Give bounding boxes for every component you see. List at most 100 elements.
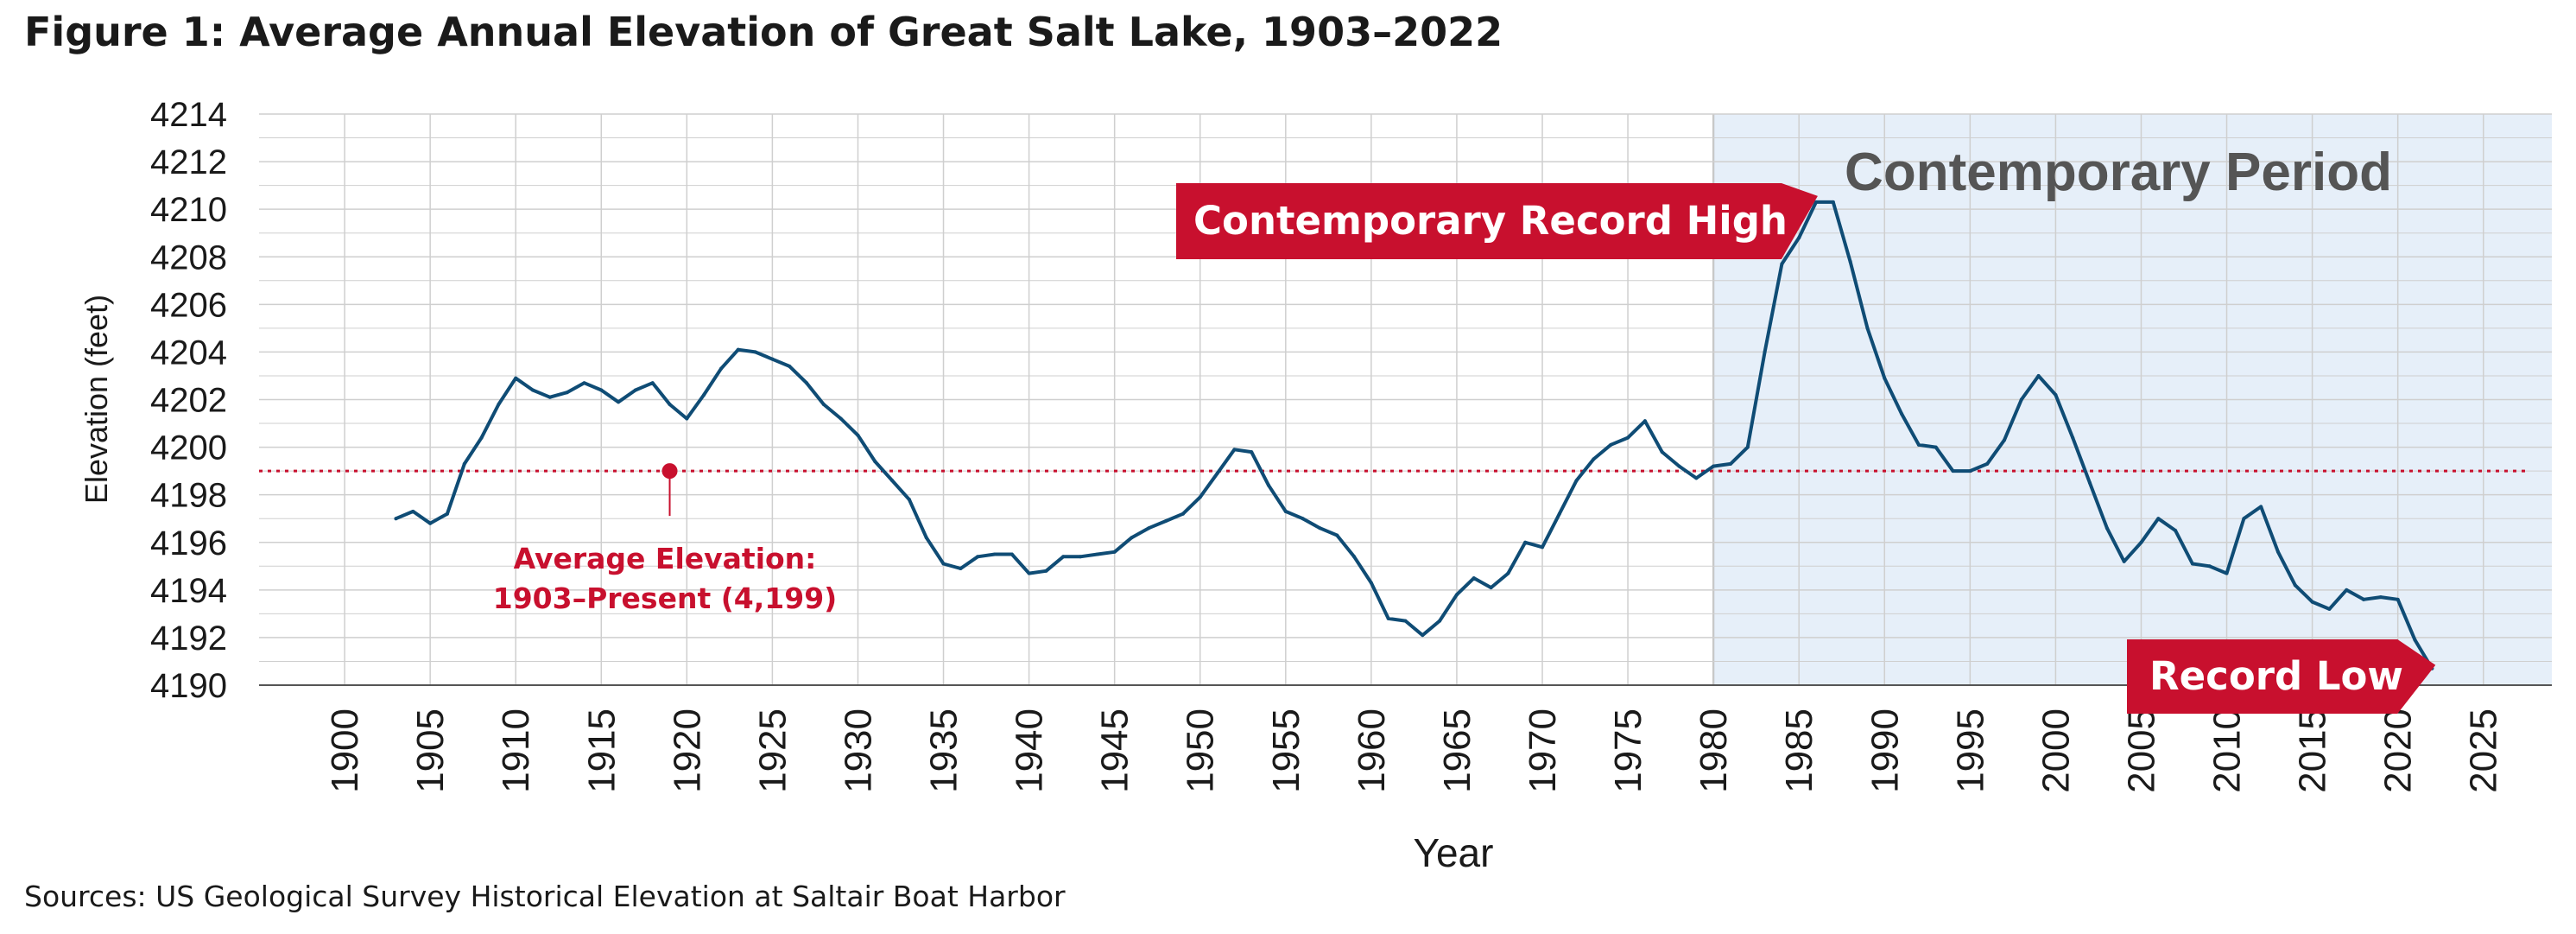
source-note: Sources: US Geological Survey Historical… [24, 880, 1066, 913]
data-point-1963 [1421, 633, 1425, 638]
data-point-1994 [1951, 469, 1955, 473]
data-point-2001 [2071, 435, 2075, 440]
data-point-1980 [1712, 464, 1716, 468]
y-tick-label: 4206 [150, 286, 227, 324]
data-point-1912 [547, 395, 552, 399]
data-point-1966 [1472, 576, 1476, 581]
data-point-2000 [2054, 392, 2058, 397]
x-axis-label: Year [1414, 830, 1494, 875]
data-point-1920 [685, 416, 689, 421]
data-point-1979 [1694, 476, 1699, 480]
y-tick-label: 4204 [150, 334, 227, 372]
data-point-2012 [2259, 505, 2263, 509]
data-point-1997 [2002, 438, 2006, 442]
x-tick-label: 2000 [2035, 708, 2077, 793]
x-tick-label: 1925 [751, 708, 794, 793]
data-point-2010 [2225, 571, 2229, 575]
data-point-1964 [1438, 619, 1442, 623]
elevation-data-points [394, 200, 2434, 670]
x-tick-label: 1955 [1265, 708, 1307, 793]
data-point-1917 [633, 388, 637, 392]
data-point-1957 [1318, 526, 1322, 531]
data-point-2019 [2378, 595, 2383, 600]
data-point-1933 [907, 498, 911, 502]
data-point-1969 [1523, 540, 1528, 544]
y-tick-label: 4198 [150, 477, 227, 515]
data-point-1958 [1335, 533, 1339, 537]
data-point-1926 [788, 364, 792, 368]
data-point-2021 [2413, 638, 2417, 642]
x-tick-label: 2005 [2120, 708, 2162, 793]
data-point-1908 [479, 435, 484, 440]
data-point-1954 [1266, 483, 1270, 487]
x-tick-label: 1995 [1949, 708, 1991, 793]
y-tick-label: 4208 [150, 238, 227, 276]
x-tick-label: 1900 [324, 708, 366, 793]
data-point-1971 [1557, 511, 1561, 516]
data-point-1931 [873, 460, 877, 464]
data-point-1946 [1130, 536, 1134, 540]
x-tick-label: 2015 [2292, 708, 2334, 793]
data-point-1932 [890, 479, 895, 483]
data-point-1978 [1677, 464, 1681, 468]
data-point-1982 [1745, 445, 1750, 449]
x-tick-label: 1920 [666, 708, 708, 793]
average-elevation-marker [661, 463, 678, 480]
data-point-1956 [1301, 517, 1305, 521]
data-point-1995 [1968, 469, 1972, 473]
data-point-1970 [1541, 545, 1545, 550]
data-point-1985 [1797, 236, 1801, 240]
data-point-1968 [1506, 571, 1510, 575]
data-point-1929 [839, 416, 843, 421]
x-tick-label: 1960 [1351, 708, 1393, 793]
x-tick-label: 1910 [495, 708, 537, 793]
data-point-1999 [2036, 373, 2041, 378]
x-tick-label: 1945 [1094, 708, 1136, 793]
data-point-2003 [2104, 526, 2109, 531]
data-point-1991 [1900, 412, 1904, 416]
average-elevation-label-line1: Average Elevation: [514, 542, 817, 575]
x-tick-label: 1970 [1522, 708, 1564, 793]
data-point-1925 [770, 357, 775, 361]
chart-title: Figure 1: Average Annual Elevation of Gr… [24, 9, 1503, 55]
data-point-1910 [514, 376, 518, 380]
data-point-1972 [1574, 479, 1579, 483]
data-point-2002 [2088, 480, 2092, 485]
data-point-1941 [1044, 569, 1048, 573]
data-point-2005 [2139, 540, 2143, 544]
x-axis-ticks: 1900 1905 1910 1915 1920 1925 1930 1935 1940 1945… [324, 708, 2505, 793]
data-point-1973 [1592, 457, 1596, 461]
data-point-2004 [2122, 559, 2126, 563]
data-point-2013 [2275, 550, 2280, 554]
data-point-1921 [702, 392, 706, 397]
data-point-1911 [531, 388, 535, 392]
y-tick-label: 4192 [150, 619, 227, 658]
data-point-1935 [941, 562, 946, 566]
data-point-1942 [1061, 555, 1066, 559]
data-point-2009 [2207, 564, 2212, 569]
data-point-1996 [1985, 461, 1990, 466]
data-point-1947 [1147, 526, 1151, 531]
y-tick-label: 4196 [150, 524, 227, 562]
data-point-1939 [1010, 552, 1014, 556]
data-point-1967 [1489, 586, 1493, 590]
data-point-1977 [1660, 450, 1664, 454]
data-point-1981 [1728, 461, 1732, 466]
y-tick-label: 4210 [150, 191, 227, 229]
data-point-1936 [959, 567, 963, 571]
data-point-1937 [976, 555, 980, 559]
data-point-1965 [1454, 593, 1459, 597]
data-point-1975 [1626, 435, 1630, 440]
data-point-1904 [411, 509, 415, 513]
data-point-1987 [1831, 200, 1835, 204]
x-tick-label: 1950 [1180, 708, 1222, 793]
x-tick-label: 1940 [1009, 708, 1051, 793]
data-point-1959 [1352, 555, 1357, 559]
data-point-1992 [1916, 442, 1921, 447]
data-point-1928 [821, 403, 826, 407]
data-point-1962 [1403, 619, 1408, 623]
data-point-2007 [2174, 528, 2178, 532]
data-point-1952 [1232, 448, 1237, 452]
data-point-1905 [428, 521, 433, 525]
